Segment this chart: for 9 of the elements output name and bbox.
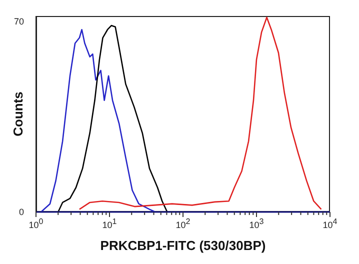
- x-tick-label: 10$^{2}$: [176, 216, 191, 230]
- x-axis-title: PRKCBP1-FITC (530/30BP): [100, 238, 266, 253]
- y-tick-label: 70: [14, 16, 24, 26]
- x-tick-label: 10$^{3}$: [249, 216, 264, 230]
- y-tick-label: 0: [18, 207, 24, 217]
- y-axis-title: Counts: [10, 92, 26, 136]
- x-tick-label: 10$^{4}$: [322, 216, 338, 230]
- x-tick-label: 10$^{1}$: [102, 216, 118, 230]
- x-tick-label: 10$^{0}$: [28, 216, 44, 230]
